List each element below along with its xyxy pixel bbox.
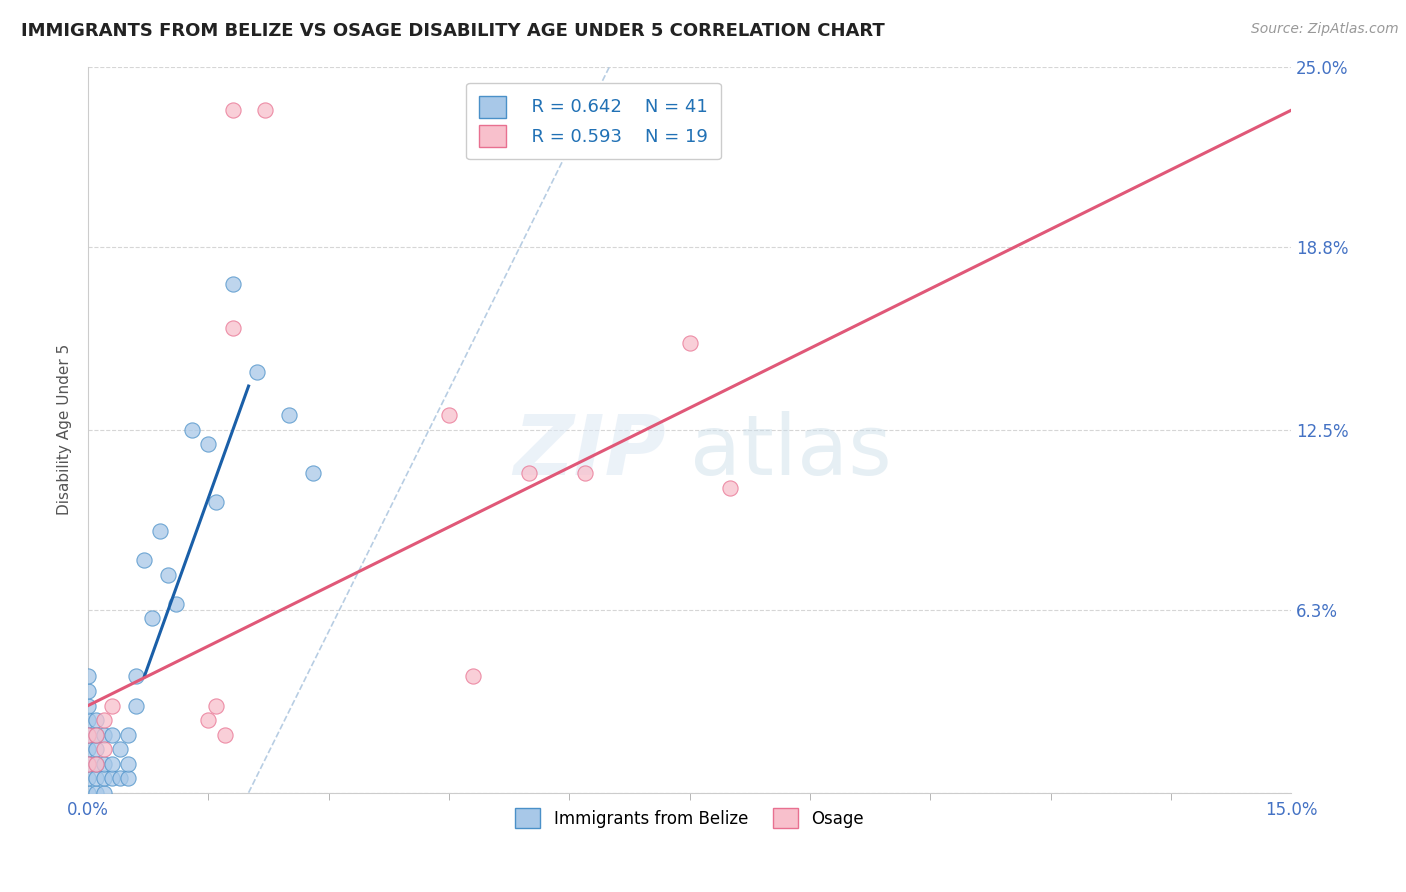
Point [277,408,299,422]
Y-axis label: Disability Age Under 5: Disability Age Under 5 [58,344,72,516]
Point [77,742,100,756]
Point [84,756,107,771]
Point [77,756,100,771]
Point [517,466,540,480]
Point [93,713,115,727]
Point [437,408,460,422]
Point [93,742,115,756]
Point [125,669,148,683]
Point [101,756,124,771]
Text: ZIP: ZIP [513,411,665,491]
Text: atlas: atlas [690,411,891,491]
Point [253,103,276,118]
Point [463,669,485,683]
Point [221,277,243,292]
Point [117,771,139,785]
Point [84,728,107,742]
Point [197,437,219,451]
Point [221,103,243,118]
Point [77,698,100,713]
Point [77,728,100,742]
Point [205,495,228,509]
Point [77,756,100,771]
Point [84,713,107,727]
Text: IMMIGRANTS FROM BELIZE VS OSAGE DISABILITY AGE UNDER 5 CORRELATION CHART: IMMIGRANTS FROM BELIZE VS OSAGE DISABILI… [21,22,884,40]
Text: Source: ZipAtlas.com: Source: ZipAtlas.com [1251,22,1399,37]
Point [574,466,596,480]
Point [84,771,107,785]
Point [77,786,100,800]
Point [101,771,124,785]
Point [84,786,107,800]
Point [117,756,139,771]
Point [246,365,269,379]
Point [84,742,107,756]
Point [77,684,100,698]
Point [84,756,107,771]
Point [134,553,156,567]
Point [214,728,236,742]
Point [93,756,115,771]
Point [125,698,148,713]
Point [77,713,100,727]
Point [93,728,115,742]
Point [101,728,124,742]
Point [93,786,115,800]
Point [181,423,204,437]
Point [718,481,741,495]
Point [84,728,107,742]
Point [117,728,139,742]
Point [157,567,180,582]
Point [141,611,163,625]
Point [77,728,100,742]
Point [101,698,124,713]
Legend: Immigrants from Belize, Osage: Immigrants from Belize, Osage [509,802,870,835]
Point [110,742,132,756]
Point [301,466,323,480]
Point [93,771,115,785]
Point [77,771,100,785]
Point [110,771,132,785]
Point [197,713,219,727]
Point [165,597,187,611]
Point [205,698,228,713]
Point [679,335,702,350]
Point [221,321,243,335]
Point [77,669,100,683]
Point [149,524,172,539]
